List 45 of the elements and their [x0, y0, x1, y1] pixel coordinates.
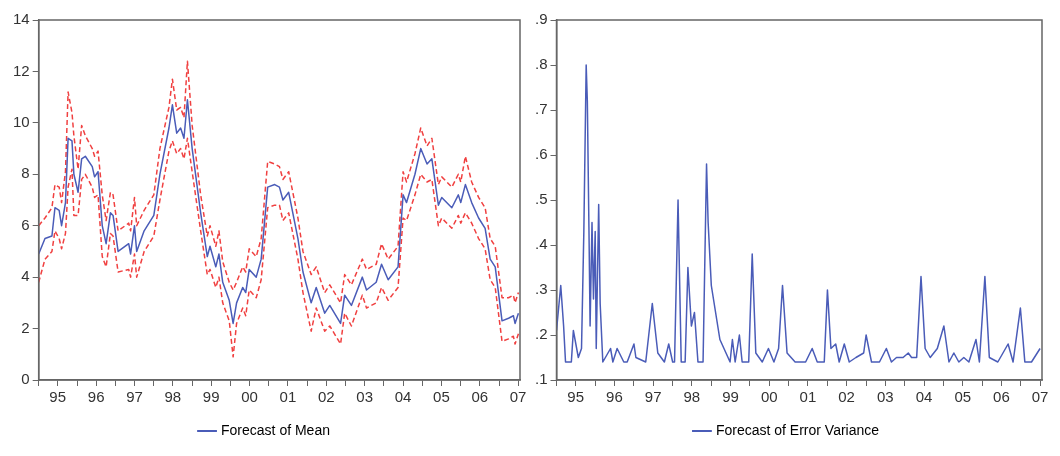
y-tick-label: 14 — [13, 10, 30, 28]
y-tick-label: 2 — [21, 318, 30, 336]
y-tick-label: 10 — [13, 113, 30, 130]
y-tick-label: 0 — [21, 370, 30, 388]
x-tick-label: 03 — [876, 388, 894, 406]
x-tick-label: 98 — [164, 388, 182, 406]
legend-label: Forecast of Error Variance — [715, 421, 880, 438]
x-tick-label: 95 — [567, 388, 585, 406]
x-tick-label: 97 — [126, 388, 143, 406]
y-tick-label: 12 — [13, 61, 30, 79]
y-tick-label: .8 — [534, 55, 548, 73]
y-tick-label: 8 — [21, 164, 30, 182]
y-tick-label: .1 — [534, 370, 548, 388]
x-tick-label: 06 — [471, 388, 489, 406]
y-tick-label: .2 — [534, 325, 548, 343]
x-tick-label: 05 — [954, 388, 972, 406]
x-tick-label: 05 — [433, 388, 450, 406]
y-tick-label: .6 — [534, 145, 548, 163]
y-tick-label: .9 — [534, 10, 548, 28]
x-tick-label: 99 — [202, 388, 220, 406]
y-tick-label: .4 — [534, 235, 548, 253]
x-tick-label: 97 — [644, 388, 662, 406]
x-tick-label: 04 — [394, 388, 412, 406]
x-tick-label: 00 — [760, 388, 778, 406]
x-tick-label: 06 — [993, 388, 1010, 406]
x-tick-label: 02 — [838, 388, 855, 406]
x-tick-label: 04 — [915, 388, 933, 406]
y-tick-label: .7 — [534, 100, 548, 118]
x-tick-label: 02 — [317, 388, 335, 406]
x-tick-label: 01 — [279, 388, 297, 406]
x-tick-label: 03 — [356, 388, 373, 406]
x-tick-label: 99 — [722, 388, 739, 406]
x-tick-label: 07 — [1031, 388, 1049, 406]
x-tick-label: 00 — [241, 388, 258, 406]
x-tick-label: 07 — [509, 388, 527, 406]
y-tick-label: 6 — [21, 215, 30, 233]
y-tick-label: .3 — [534, 280, 548, 298]
x-tick-label: 98 — [683, 388, 701, 406]
y-tick-label: 4 — [21, 267, 30, 285]
x-tick-label: 95 — [49, 388, 67, 406]
y-tick-label: .5 — [534, 190, 548, 208]
x-tick-label: 96 — [87, 388, 105, 406]
legend-label: Forecast of Mean — [221, 421, 330, 438]
x-tick-label: 01 — [799, 388, 817, 406]
x-tick-label: 96 — [606, 388, 623, 406]
